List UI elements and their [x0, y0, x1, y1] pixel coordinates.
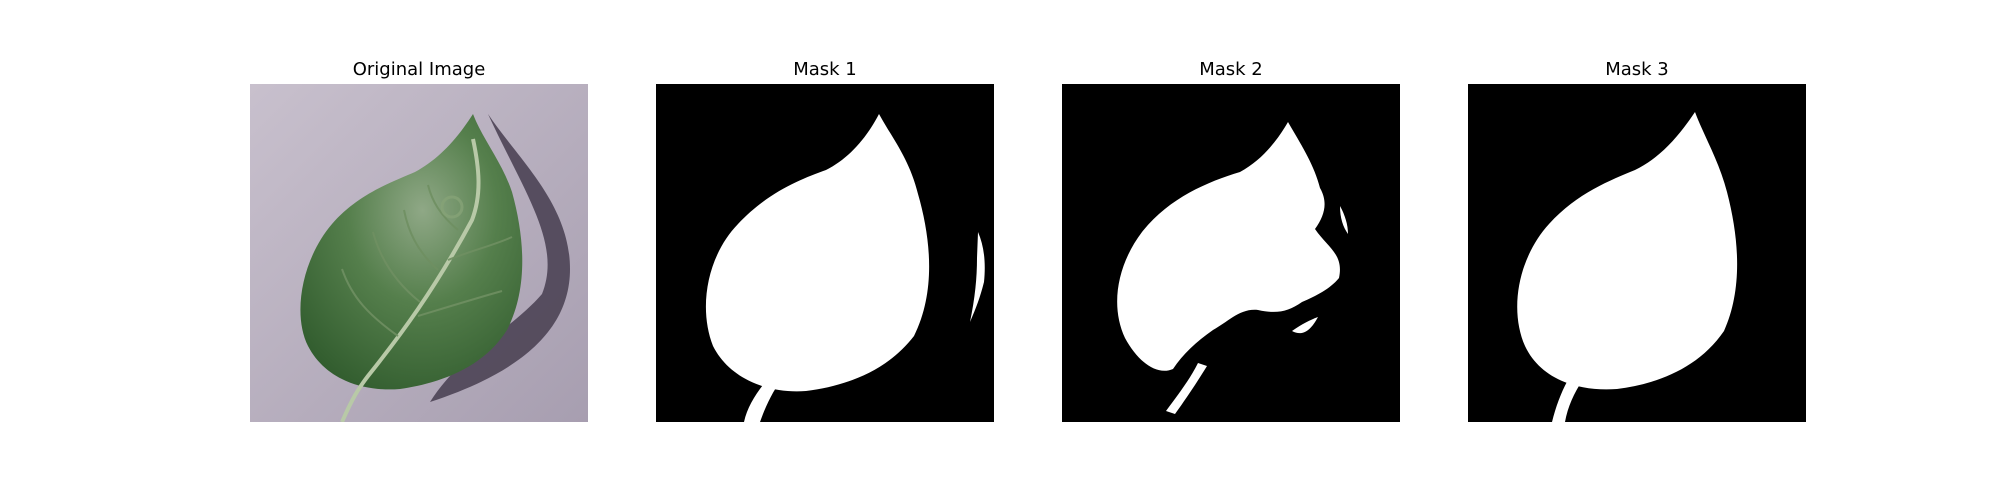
panel-title: Mask 3	[1605, 59, 1669, 80]
panel-mask-3: Mask 3	[1468, 56, 1806, 422]
panel-title: Original Image	[352, 59, 486, 80]
panel-original-image: Original Image	[250, 56, 588, 422]
mask-2-image	[1062, 84, 1400, 422]
mask-1-image	[656, 84, 994, 422]
panel-mask-1: Mask 1	[656, 56, 994, 422]
panel-title: Mask 1	[793, 59, 857, 80]
panel-mask-2: Mask 2	[1062, 56, 1400, 422]
panel-title: Mask 2	[1199, 59, 1263, 80]
original-photo	[250, 84, 588, 422]
mask-3-image	[1468, 84, 1806, 422]
